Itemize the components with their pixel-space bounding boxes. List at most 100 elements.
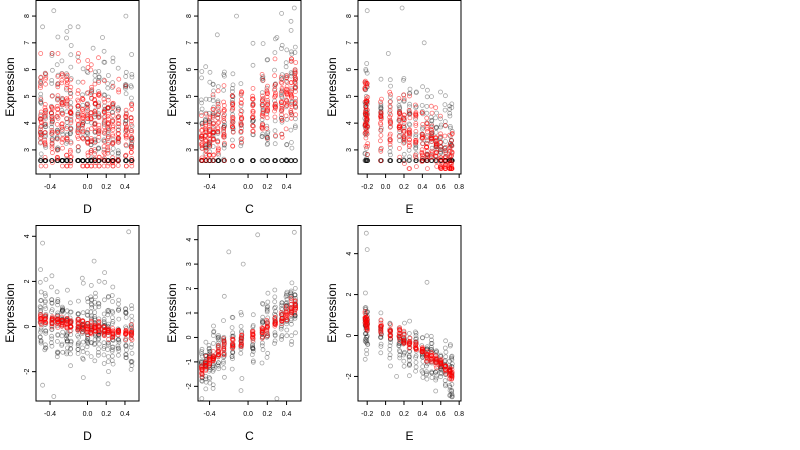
observed-point — [288, 139, 294, 145]
observed-point — [378, 341, 384, 347]
x-tick-label: 0.0 — [243, 411, 253, 418]
observed-point — [49, 300, 55, 306]
observed-point — [288, 18, 294, 24]
observed-point — [207, 380, 213, 386]
fitted-point — [221, 132, 227, 138]
observed-point — [449, 394, 455, 400]
fitted-point — [396, 111, 402, 117]
observed-point — [123, 306, 129, 312]
fitted-point — [413, 345, 418, 351]
fitted-point — [397, 110, 403, 116]
observed-point — [449, 105, 455, 110]
fitted-point — [88, 149, 94, 155]
observed-point — [199, 121, 205, 126]
observed-point — [49, 158, 55, 164]
fitted-point — [210, 121, 216, 127]
fitted-point — [284, 84, 290, 89]
observed-point — [279, 158, 285, 164]
observed-point — [407, 318, 413, 324]
fitted-point — [129, 337, 135, 343]
fitted-point — [68, 140, 74, 146]
fitted-point — [293, 60, 299, 65]
fitted-point — [110, 133, 116, 139]
observed-point — [49, 297, 55, 303]
observed-point — [438, 124, 444, 130]
fitted-point — [230, 124, 236, 130]
fitted-point — [238, 116, 244, 121]
fitted-point — [378, 323, 384, 329]
observed-point — [413, 330, 419, 336]
fitted-point — [221, 347, 227, 353]
fitted-point — [85, 140, 91, 146]
fitted-point — [401, 128, 407, 134]
observed-point — [230, 330, 236, 336]
observed-point — [105, 85, 111, 91]
observed-point — [88, 301, 94, 307]
fitted-point — [283, 86, 289, 92]
fitted-point — [211, 112, 216, 118]
observed-point — [38, 158, 44, 164]
observed-point — [80, 158, 85, 164]
fitted-point — [424, 351, 429, 357]
fitted-point — [433, 355, 439, 361]
observed-point — [123, 342, 129, 348]
fitted-point — [64, 137, 70, 142]
observed-point — [424, 344, 430, 350]
observed-point — [279, 158, 285, 164]
fitted-point — [88, 67, 94, 73]
observed-point — [60, 305, 66, 311]
fitted-point — [215, 115, 221, 121]
fitted-point — [272, 56, 278, 62]
fitted-point — [406, 137, 412, 143]
fitted-point — [85, 65, 91, 70]
fitted-point — [429, 148, 435, 154]
observed-point — [64, 351, 70, 357]
fitted-point — [406, 133, 412, 139]
observed-point — [49, 343, 55, 349]
observed-point — [400, 77, 406, 83]
fitted-point — [265, 98, 271, 103]
observed-point — [110, 110, 116, 115]
fitted-point — [68, 84, 74, 90]
fitted-point — [43, 121, 48, 127]
observed-point — [89, 296, 94, 302]
observed-point — [397, 158, 403, 164]
observed-point — [92, 358, 98, 364]
fitted-point — [278, 74, 284, 80]
fitted-point — [68, 163, 73, 169]
observed-point — [75, 158, 80, 164]
observed-point — [388, 158, 394, 164]
observed-point — [42, 158, 48, 164]
observed-point — [279, 302, 285, 308]
fitted-point — [238, 91, 244, 97]
observed-point — [364, 309, 370, 315]
observed-point — [109, 308, 115, 314]
observed-point — [289, 145, 295, 151]
observed-point — [387, 158, 393, 164]
observed-point — [129, 158, 135, 164]
observed-point — [443, 349, 449, 355]
fitted-point — [407, 111, 413, 117]
fitted-point — [68, 110, 74, 115]
observed-point — [43, 328, 49, 334]
observed-point — [424, 138, 430, 144]
observed-point — [40, 382, 45, 388]
observed-point — [238, 81, 244, 86]
observed-point — [279, 93, 285, 99]
fitted-point — [292, 67, 298, 72]
observed-point — [250, 158, 256, 164]
y-tick-label: 3 — [186, 262, 193, 266]
fitted-point — [364, 321, 370, 327]
observed-point — [203, 339, 209, 345]
fitted-point — [449, 149, 455, 155]
observed-point — [96, 145, 102, 151]
fitted-point — [293, 303, 299, 309]
observed-point — [64, 87, 69, 93]
fitted-point — [221, 115, 227, 121]
observed-point — [406, 331, 412, 336]
fitted-point — [221, 158, 227, 164]
fitted-point — [250, 128, 256, 134]
fitted-point — [38, 117, 44, 122]
observed-point — [96, 78, 101, 84]
observed-point — [88, 142, 94, 148]
